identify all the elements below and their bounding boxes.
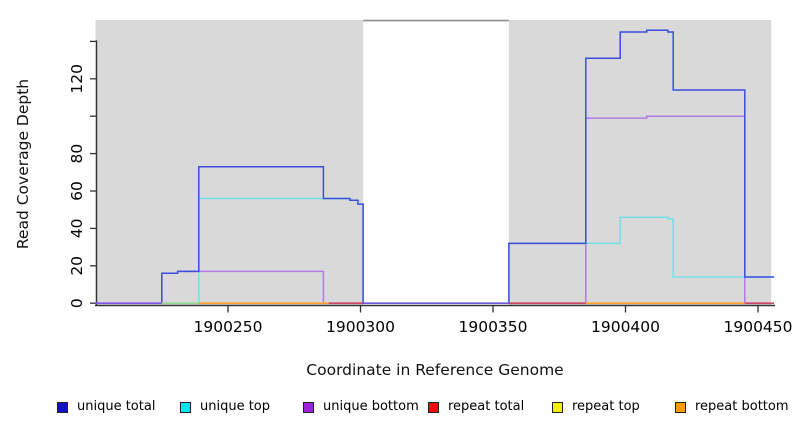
- y-tick-label: 40: [68, 219, 86, 239]
- x-tick-label: 1900400: [591, 318, 660, 336]
- x-tick-label: 1900250: [193, 318, 262, 336]
- x-tick-label: 1900300: [326, 318, 395, 336]
- legend-label: unique bottom: [323, 399, 419, 414]
- legend-swatch-icon: [180, 402, 191, 413]
- y-tick-label: 60: [68, 181, 86, 201]
- x-tick-label: 1900350: [458, 318, 527, 336]
- legend-swatch-icon: [57, 402, 68, 413]
- y-tick-label: 80: [68, 144, 86, 164]
- legend-swatch-icon: [303, 402, 314, 413]
- legend-swatch-icon: [552, 402, 563, 413]
- legend-swatch-icon: [675, 402, 686, 413]
- y-tick-label: 0: [68, 298, 86, 308]
- x-axis-title: Coordinate in Reference Genome: [306, 361, 564, 379]
- shaded-region: [95, 20, 364, 306]
- legend-label: repeat bottom: [695, 399, 789, 414]
- legend-label: repeat total: [448, 399, 525, 414]
- legend-label: unique total: [77, 399, 156, 414]
- legend-label: unique top: [200, 399, 271, 414]
- legend: unique total unique top unique bottom repea…: [0, 398, 792, 424]
- shaded-region: [508, 20, 772, 306]
- y-axis-title: Read Coverage Depth: [14, 78, 32, 250]
- x-tick-label: 1900450: [723, 318, 792, 336]
- y-tick-label: 20: [68, 256, 86, 276]
- legend-label: repeat top: [572, 399, 640, 414]
- legend-swatch-icon: [428, 402, 439, 413]
- y-tick-label: 120: [68, 64, 86, 94]
